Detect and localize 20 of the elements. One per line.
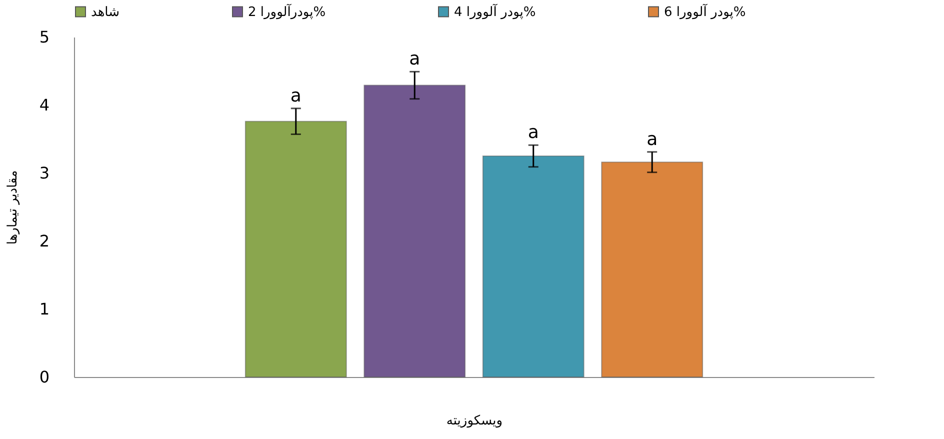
legend-label: شاهد (91, 4, 120, 20)
y-tick-label: 0 (39, 368, 50, 386)
data-label: a (528, 122, 539, 144)
data-label: a (409, 48, 420, 70)
y-tick-label: 4 (39, 96, 50, 114)
legend-label: پودر آلوورا 6% (664, 2, 746, 20)
data-label: a (646, 128, 658, 150)
y-tick-label: 3 (39, 164, 50, 182)
bar (482, 156, 584, 378)
y-tick-label: 5 (39, 28, 50, 46)
legend-label: پودر آلوورا 4% (454, 2, 536, 20)
legend-label: پودرآلوورا 2% (248, 2, 326, 20)
y-axis-title: مقادیر تیمارها (5, 170, 20, 245)
y-tick-label: 1 (39, 300, 50, 318)
data-label: a (290, 85, 302, 106)
bar (601, 162, 704, 378)
x-axis-title: ویسکوزیته (446, 414, 503, 428)
y-tick-label: 2 (39, 232, 50, 250)
bar (244, 120, 347, 378)
bar (364, 84, 466, 378)
